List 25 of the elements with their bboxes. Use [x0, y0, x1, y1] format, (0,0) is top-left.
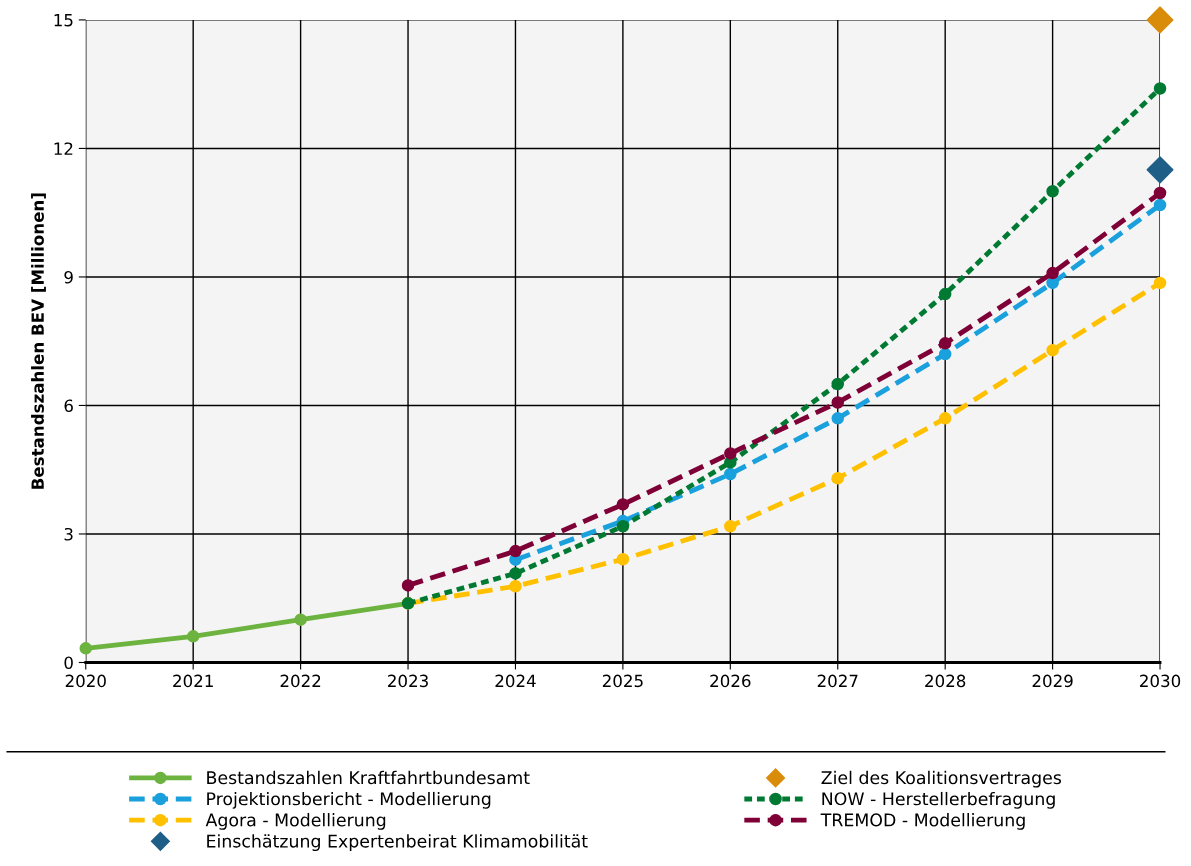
legend-label: Agora - Modellierung — [205, 813, 386, 830]
x-tick-label: 2030 — [1140, 674, 1181, 688]
x-tick-label: 2029 — [1032, 674, 1073, 688]
x-tick-label: 2023 — [388, 674, 428, 688]
y-tick-label: 3 — [64, 527, 73, 541]
legend-label: Bestandszahlen Kraftfahrtbundesamt — [207, 770, 530, 785]
x-tick-label: 2027 — [817, 674, 858, 688]
legend-label: Einschätzung Expertenbeirat Klimamobilität — [207, 834, 588, 852]
legend-label: Ziel des Koalitionsvertrages — [821, 770, 1062, 788]
legend-label: Projektionsbericht - Modellierung — [207, 791, 491, 809]
y-tick-label: 15 — [54, 14, 73, 27]
y-axis-title: Bestandszahlen BEV [Millionen] — [31, 193, 46, 489]
x-tick-label: 2021 — [173, 674, 213, 688]
legend-label: TREMOD - Modellierung — [820, 813, 1025, 830]
x-tick-label: 2024 — [495, 674, 536, 688]
x-tick-label: 2026 — [710, 674, 751, 688]
legend-label: NOW - Herstellerbefragung — [822, 791, 1055, 809]
x-tick-label: 2022 — [280, 674, 321, 688]
y-tick-label: 9 — [64, 270, 73, 284]
x-tick-label: 2028 — [925, 674, 966, 688]
y-tick-label: 6 — [64, 399, 73, 413]
x-tick-label: 2025 — [602, 674, 643, 688]
y-tick-label: 12 — [54, 142, 73, 155]
x-tick-label: 2020 — [65, 674, 106, 688]
y-tick-label: 0 — [64, 656, 73, 670]
